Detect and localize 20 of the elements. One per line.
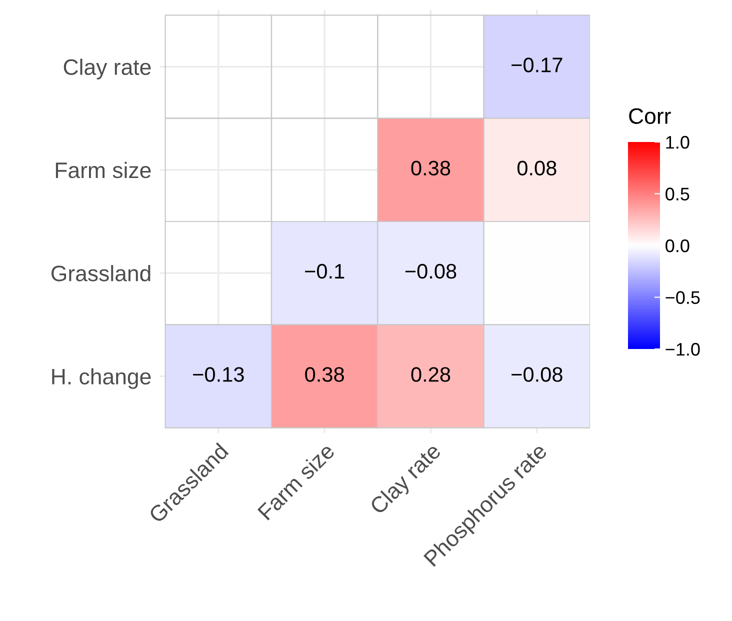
data-label: −0.08 — [512, 367, 562, 382]
color-bar-label: −0.5 — [666, 291, 700, 304]
y-tick-label: Grassland — [52, 265, 150, 282]
x-tick-label: Clay rate — [368, 442, 445, 518]
data-label: −0.17 — [512, 58, 562, 72]
color-bar-title: Corr — [629, 108, 671, 124]
data-label: −0.1 — [305, 264, 344, 279]
data-label: 0.38 — [305, 367, 344, 382]
data-label: 0.28 — [411, 367, 450, 382]
color-bar-label: 0.5 — [666, 188, 690, 200]
y-tick-label: Farm size — [56, 162, 151, 178]
color-bar-label: 0.0 — [666, 239, 690, 252]
data-label: 0.08 — [517, 160, 556, 176]
data-label: −0.13 — [193, 367, 244, 382]
data-label: 0.38 — [411, 160, 450, 176]
y-tick-label: H. change — [52, 368, 151, 389]
data-label: −0.08 — [405, 264, 456, 279]
color-bar-label: −1.0 — [666, 342, 700, 356]
y-tick-label: Clay rate — [64, 58, 151, 80]
color-bar-label: 1.0 — [666, 136, 690, 149]
